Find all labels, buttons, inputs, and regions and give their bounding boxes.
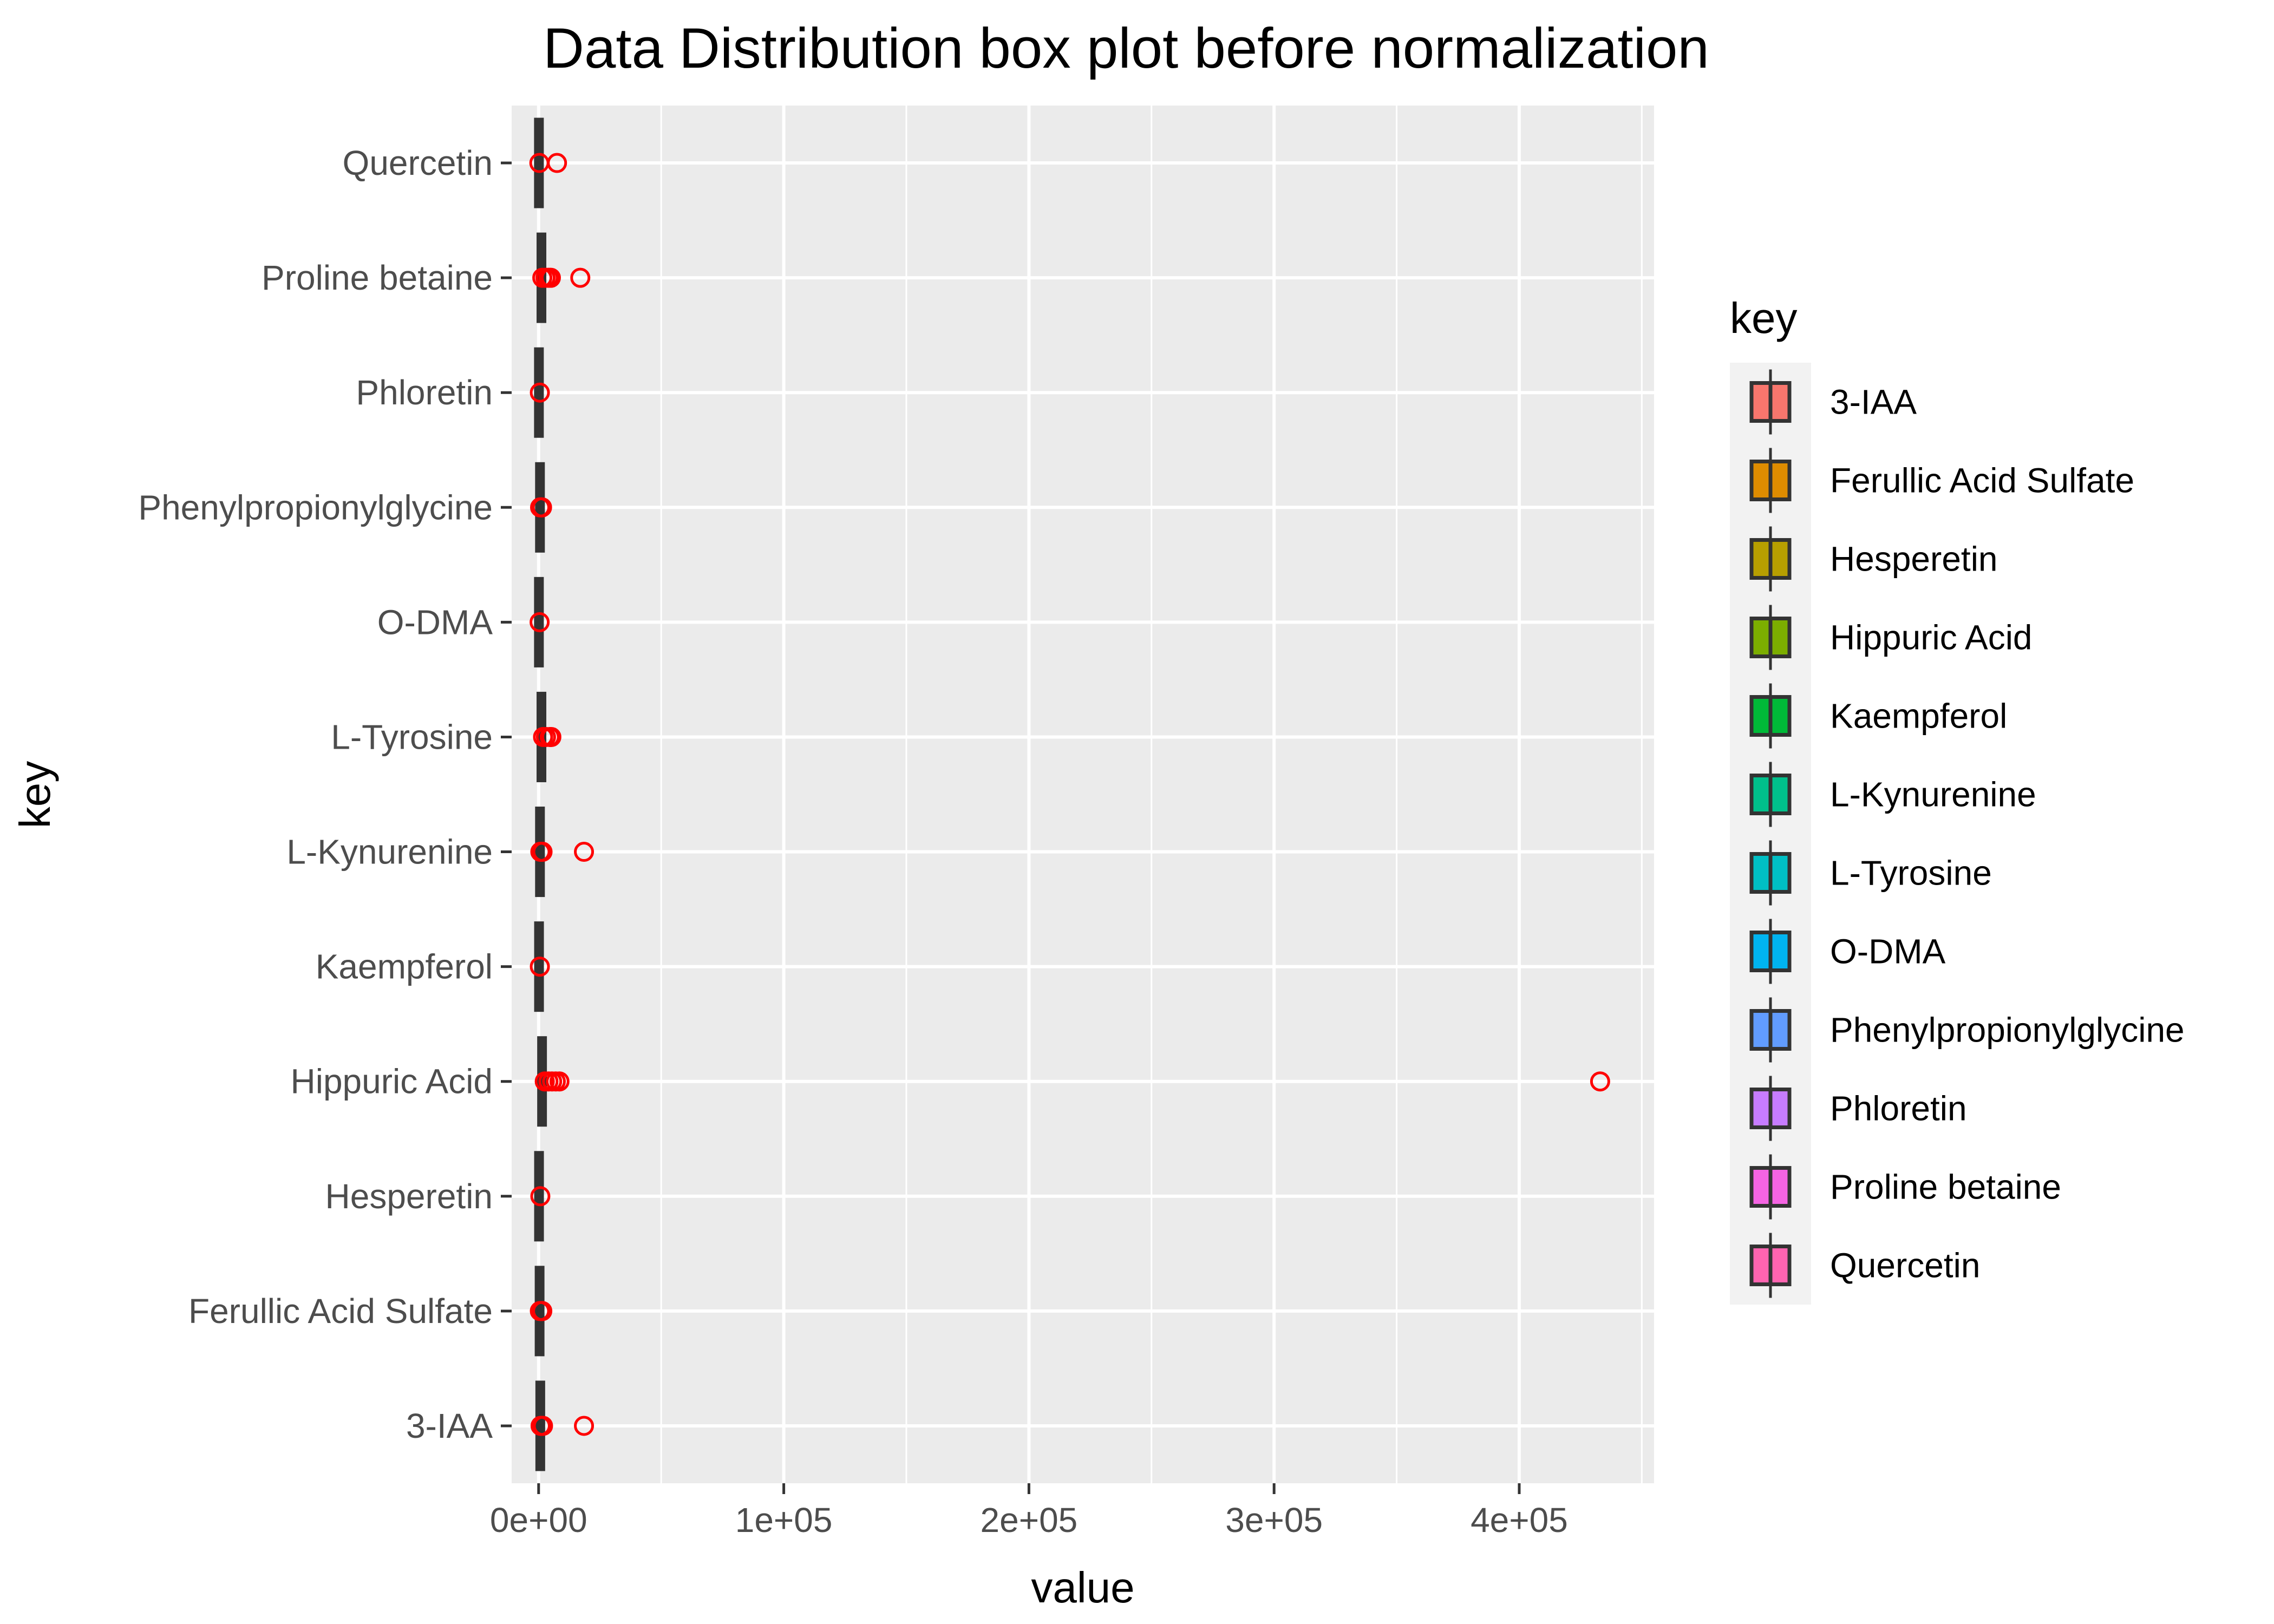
- legend-label-l-tyrosine: L-Tyrosine: [1830, 854, 1992, 893]
- outlier-point-o-dma: [530, 612, 550, 632]
- x-tick-label: 4e+05: [1471, 1501, 1568, 1540]
- outlier-point-phloretin: [530, 382, 550, 403]
- legend-background: [1730, 363, 1811, 1305]
- y-tick-label-kaempferol: Kaempferol: [316, 947, 493, 986]
- y-axis-title: key: [11, 761, 59, 829]
- y-tick-label-phloretin: Phloretin: [356, 373, 493, 412]
- legend-label-quercetin: Quercetin: [1830, 1246, 1980, 1285]
- y-tick-label-hippuric-acid: Hippuric Acid: [291, 1062, 493, 1101]
- legend-label-phenylpropionylglycine: Phenylpropionylglycine: [1830, 1011, 2185, 1050]
- plot-panel: [512, 106, 1654, 1483]
- y-tick-label-hesperetin: Hesperetin: [325, 1177, 493, 1216]
- outlier-point-kaempferol: [530, 957, 550, 977]
- x-tick-label: 3e+05: [1225, 1501, 1323, 1540]
- y-tick-label-quercetin: Quercetin: [343, 143, 493, 182]
- legend-label-o-dma: O-DMA: [1830, 932, 1946, 971]
- outlier-point-phenylpropionylglycine: [532, 497, 552, 518]
- outliers: [529, 153, 1610, 1436]
- legend: key 3-IAA Ferullic Acid Sulfate Hesperetin…: [1730, 294, 2185, 1305]
- y-tick-label-l-kynurenine: L-Kynurenine: [286, 833, 493, 872]
- y-tick-label-l-tyrosine: L-Tyrosine: [331, 717, 493, 756]
- outlier-point-hesperetin: [530, 1186, 551, 1207]
- axes: 0e+00 1e+05 2e+05 3e+05 4e+05 3-IAA Ferullic A…: [138, 143, 1567, 1540]
- x-tick-label: 2e+05: [981, 1501, 1078, 1540]
- y-tick-label-ferullic-acid-sulfate: Ferullic Acid Sulfate: [188, 1292, 493, 1331]
- outlier-point-l-tyrosine: [541, 726, 561, 747]
- legend-label-ferullic-acid-sulfate: Ferullic Acid Sulfate: [1830, 461, 2134, 500]
- legend-label-kaempferol: Kaempferol: [1830, 697, 2007, 736]
- outlier-point-3-iaa: [574, 1416, 594, 1436]
- y-tick-label-3-iaa: 3-IAA: [406, 1406, 493, 1445]
- outlier-point-l-kynurenine: [532, 842, 553, 862]
- outlier-point-proline-betaine: [540, 267, 561, 288]
- legend-label-3-iaa: 3-IAA: [1830, 383, 1917, 422]
- legend-label-proline-betaine: Proline betaine: [1830, 1168, 2061, 1207]
- outlier-point-hippuric-acid: [1590, 1071, 1610, 1092]
- outlier-point-hippuric-acid: [549, 1071, 570, 1092]
- x-tick-label: 1e+05: [735, 1501, 833, 1540]
- grid-lines: [512, 106, 1654, 1483]
- outlier-point-3-iaa: [533, 1416, 553, 1436]
- y-tick-label-o-dma: O-DMA: [377, 603, 493, 641]
- outlier-point-ferullic-acid-sulfate: [532, 1301, 553, 1321]
- legend-label-hippuric-acid: Hippuric Acid: [1830, 618, 2033, 657]
- outlier-point-l-kynurenine: [574, 842, 594, 862]
- chart-title: Data Distribution box plot before normal…: [543, 17, 1709, 80]
- y-tick-label-phenylpropionylglycine: Phenylpropionylglycine: [138, 488, 493, 527]
- x-axis-title: value: [1031, 1563, 1134, 1612]
- outlier-point-quercetin: [547, 153, 567, 173]
- y-tick-label-proline-betaine: Proline betaine: [262, 258, 493, 297]
- outlier-point-proline-betaine: [570, 267, 591, 288]
- legend-label-l-kynurenine: L-Kynurenine: [1830, 775, 2036, 814]
- legend-title: key: [1730, 294, 1798, 342]
- x-tick-label: 0e+00: [490, 1501, 587, 1540]
- legend-label-phloretin: Phloretin: [1830, 1089, 1967, 1128]
- legend-label-hesperetin: Hesperetin: [1830, 540, 1998, 579]
